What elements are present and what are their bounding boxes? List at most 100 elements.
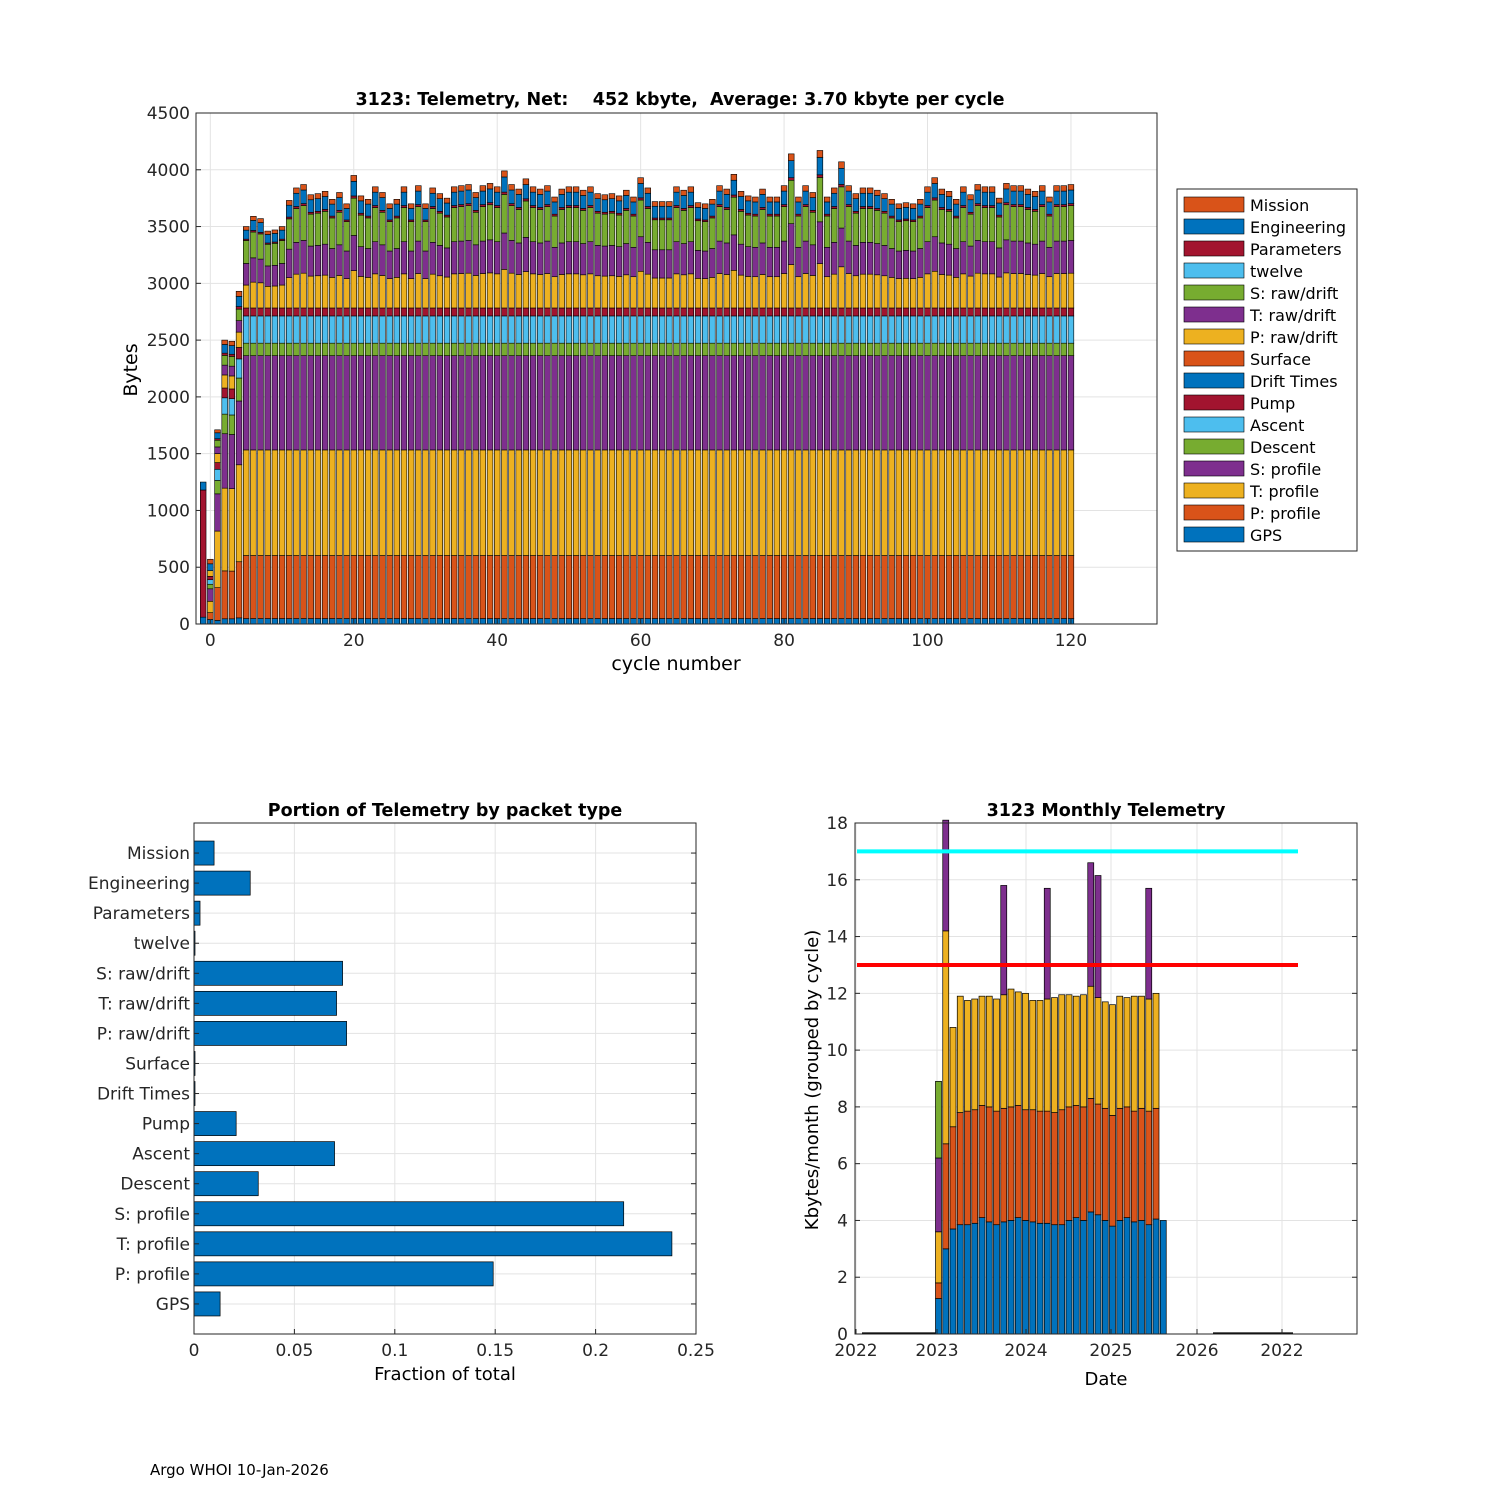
cycle-bar-segment [1003,239,1010,274]
cycle-bar-segment [730,179,738,196]
fraction-bar [193,1231,673,1257]
cycle-bar-segment [831,449,838,556]
cycle-bar-segment [702,221,709,252]
cycle-bar-segment [1060,555,1067,619]
category-label: Mission [127,844,190,864]
cycle-bar-segment [658,449,666,556]
legend-swatch [1183,416,1245,433]
cycle-bar-segment [988,207,996,243]
cycle-bar-segment [960,342,967,356]
x-tick-label: 0.1 [381,1341,408,1361]
cycle-bar-segment [343,208,350,221]
cycle-bar-segment [422,449,429,556]
cycle-bar-segment [494,555,501,619]
cycle-bar-segment [257,258,264,284]
cycle-bar-segment [422,342,429,356]
cycle-bar-segment [594,245,601,277]
cycle-bar-segment [357,315,365,344]
cycle-bar-segment [852,245,859,277]
cycle-bar-segment [1031,618,1039,625]
cycle-bar-segment [816,355,824,451]
cycle-bar-segment [637,197,644,201]
cycle-bar-segment [314,315,322,344]
cycle-bar-segment [917,307,924,317]
cycle-bar-segment [221,352,228,356]
monthly-bar-segment [935,1080,942,1159]
cycle-bar-segment [687,618,695,625]
cycle-bar-segment [795,196,802,203]
cycle-bar-segment [1010,355,1017,451]
cycle-bar-segment [350,315,357,344]
monthly-bar-segment [964,1224,971,1335]
cycle-bar-segment [1024,618,1032,625]
cycle-bar-segment [615,307,623,317]
cycle-bar-segment [1053,555,1060,619]
cycle-bar-segment [996,618,1003,625]
cycle-bar-segment [780,240,788,274]
cycle-bar-segment [451,273,458,309]
cycle-bar-segment [630,449,637,556]
cycle-bar-segment [472,275,479,309]
cycle-bar-segment [601,307,608,317]
cycle-bar-segment [271,243,279,266]
cycle-bar-segment [336,192,343,198]
cycle-bar-segment [329,203,336,217]
cycle-bar-segment [235,331,243,348]
cycle-bar-segment [321,274,329,309]
legend-swatch [1183,306,1245,323]
cycle-bar-segment [393,203,400,217]
monthly-bar-segment [1109,1225,1116,1335]
cycle-bar-segment [486,355,494,451]
monthly-chart-reference-lines [857,849,1298,967]
cycle-chart-bars [200,150,1075,625]
cycle-bar-segment [981,241,989,275]
cycle-bar-segment [953,449,960,556]
cycle-bar-segment [479,555,487,619]
cycle-bar-segment [666,201,673,207]
cycle-bar-segment [250,315,257,344]
monthly-bar-segment [1029,1221,1037,1335]
cycle-bar-segment [795,246,802,278]
cycle-bar-segment [271,618,279,625]
cycle-bar-segment [544,206,551,242]
cycle-bar-segment [859,315,867,344]
cycle-bar-segment [508,355,515,451]
fraction-chart-frame [193,822,697,1335]
cycle-bar-segment [537,355,544,451]
cycle-bar-segment [673,618,680,625]
cycle-bar-segment [845,342,852,356]
cycle-bar-segment [809,342,816,356]
cycle-bar-segment [537,449,544,556]
x-tick-label: 2024 [1004,1341,1047,1361]
cycle-bar-segment [1024,315,1032,344]
monthly-bar-segment [993,1110,1000,1226]
cycle-bar-segment [924,307,931,317]
cycle-bar-segment [752,276,759,309]
cycle-bar-segment [415,555,422,619]
cycle-bar-segment [996,315,1003,344]
cycle-bar-segment [953,307,960,317]
cycle-bar-segment [902,355,910,451]
legend-label: Surface [1250,350,1311,369]
cycle-bar-segment [451,618,458,625]
cycle-bar-segment [494,207,501,243]
cycle-bar-segment [200,616,207,625]
cycle-bar-segment [881,193,888,199]
cycle-bar-segment [637,270,644,309]
fraction-bar [193,1201,625,1227]
cycle-bar-segment [1067,189,1075,204]
cycle-bar-segment [809,355,816,451]
cycle-bar-segment [221,387,228,399]
cycle-bar-segment [522,200,530,238]
cycle-bar-segment [443,355,451,451]
cycle-bar-segment [874,342,881,356]
cycle-bar-segment [1010,315,1017,344]
cycle-bar-segment [393,248,400,278]
cycle-bar-segment [393,449,400,556]
cycle-bar-segment [759,274,766,309]
cycle-bar-segment [651,307,659,317]
cycle-bar-segment [809,618,816,625]
cycle-bar-segment [357,555,365,619]
cycle-bar-segment [1031,211,1039,245]
cycle-bar-segment [379,315,386,344]
